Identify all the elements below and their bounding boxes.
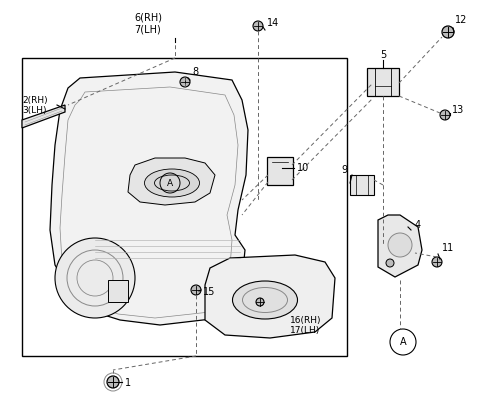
- Text: 6(RH): 6(RH): [134, 13, 162, 23]
- Circle shape: [440, 110, 450, 120]
- Text: 9: 9: [342, 165, 348, 175]
- Polygon shape: [128, 158, 215, 205]
- Text: 14: 14: [267, 18, 279, 28]
- Circle shape: [180, 77, 190, 87]
- Bar: [367, 68, 399, 96]
- Circle shape: [253, 21, 263, 31]
- Text: 10: 10: [297, 163, 309, 173]
- Text: 8: 8: [192, 67, 198, 77]
- Text: A: A: [167, 178, 173, 188]
- Polygon shape: [22, 105, 65, 128]
- Polygon shape: [50, 72, 248, 325]
- Circle shape: [386, 259, 394, 267]
- Circle shape: [442, 26, 454, 38]
- Text: 5: 5: [380, 50, 386, 60]
- Text: 13: 13: [452, 105, 464, 115]
- Circle shape: [107, 376, 119, 388]
- Ellipse shape: [144, 169, 200, 197]
- Circle shape: [388, 233, 412, 257]
- Text: 7(LH): 7(LH): [134, 25, 161, 35]
- Circle shape: [256, 298, 264, 306]
- Polygon shape: [378, 215, 422, 277]
- Circle shape: [432, 257, 442, 267]
- Bar: [350, 175, 374, 195]
- Text: 11: 11: [442, 243, 454, 253]
- Circle shape: [55, 238, 135, 318]
- FancyBboxPatch shape: [267, 157, 293, 185]
- Text: 2(RH): 2(RH): [22, 95, 48, 104]
- Bar: [108, 280, 128, 302]
- Text: 12: 12: [455, 15, 468, 25]
- Text: 3(LH): 3(LH): [22, 105, 47, 114]
- Bar: [22, 58, 347, 356]
- Ellipse shape: [232, 281, 298, 319]
- Text: 15: 15: [203, 287, 216, 297]
- Text: A: A: [400, 337, 406, 347]
- Text: 17(LH): 17(LH): [290, 327, 320, 335]
- Text: 1: 1: [125, 378, 131, 388]
- Text: 4: 4: [415, 220, 421, 230]
- Polygon shape: [205, 255, 335, 338]
- Circle shape: [191, 285, 201, 295]
- Text: 16(RH): 16(RH): [290, 316, 322, 325]
